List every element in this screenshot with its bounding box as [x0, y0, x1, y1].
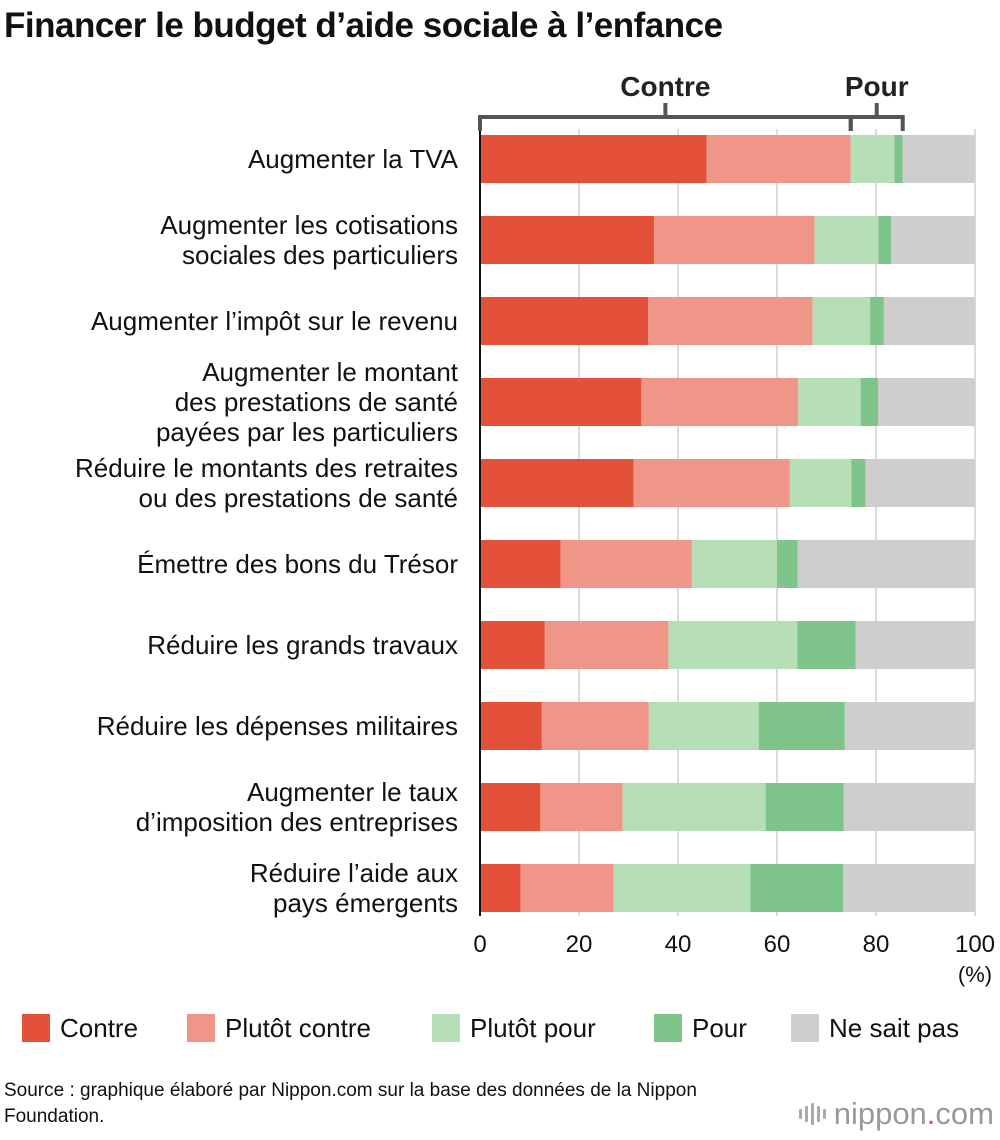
category-label: Augmenter la TVA — [248, 144, 459, 174]
category-label: d’imposition des entreprises — [136, 807, 458, 837]
x-tick-label: 80 — [863, 931, 890, 958]
bar-segment — [765, 783, 844, 831]
bar-segment — [777, 540, 798, 588]
bar-segment — [560, 540, 692, 588]
bar-segment — [798, 378, 861, 426]
category-label: payées par les particuliers — [156, 417, 458, 447]
category-label: pays émergents — [273, 888, 458, 918]
bar-segment — [797, 621, 856, 669]
category-label: sociales des particuliers — [182, 240, 458, 270]
bar-segment — [758, 702, 845, 750]
category-label: Réduire les grands travaux — [147, 630, 458, 660]
bar-segment — [855, 621, 975, 669]
legend-swatch — [791, 1014, 819, 1042]
bar-segment — [902, 135, 975, 183]
bar-segment — [480, 702, 542, 750]
bar-segment — [750, 864, 844, 912]
bar-segment — [480, 783, 541, 831]
logo-tld: com — [935, 1096, 994, 1131]
x-tick-label: 60 — [764, 931, 791, 958]
nippon-logo[interactable]: nippon. com — [798, 1096, 994, 1132]
category-label: Réduire les dépenses militaires — [97, 711, 458, 741]
bar-segment — [860, 378, 878, 426]
bar-segment — [843, 864, 975, 912]
bar-segment — [706, 135, 851, 183]
bar-segment — [480, 621, 545, 669]
bar-segment — [654, 216, 815, 264]
bar-segment — [480, 216, 655, 264]
bar-segment — [633, 459, 790, 507]
bar-segment — [883, 297, 975, 345]
bar-segment — [789, 459, 852, 507]
legend-label: Contre — [60, 1013, 138, 1043]
bar-segment — [613, 864, 751, 912]
bar-segment — [648, 297, 813, 345]
x-tick-label: 40 — [665, 931, 692, 958]
x-tick-label: 100 — [955, 931, 995, 958]
bar-segment — [480, 459, 634, 507]
bar-segment — [894, 135, 903, 183]
pour-bracket — [848, 115, 905, 131]
stacked-bar-chart: Augmenter la TVA Augmenter les cotisation… — [22, 71, 995, 1043]
legend-swatch — [22, 1014, 50, 1042]
category-label: ou des prestations de santé — [139, 483, 458, 513]
contre-bracket — [478, 115, 853, 131]
bar-segment — [480, 297, 649, 345]
category-label: Augmenter les cotisations — [160, 210, 458, 240]
bar-segment — [520, 864, 614, 912]
bar-segment — [480, 864, 521, 912]
legend-swatch — [432, 1014, 460, 1042]
logo-dot: . — [926, 1096, 936, 1131]
contre-bracket-label: Contre — [620, 71, 710, 102]
category-label: Réduire le montants des retraites — [75, 453, 458, 483]
bar-segment — [480, 135, 707, 183]
bar-segment — [668, 621, 798, 669]
pour-bracket-label: Pour — [845, 71, 909, 102]
bar-segment — [622, 783, 766, 831]
logo-name: nippon — [833, 1096, 927, 1131]
bar-segment — [843, 783, 975, 831]
bar-segment — [891, 216, 975, 264]
bar-segment — [544, 621, 669, 669]
category-label: Augmenter l’impôt sur le revenu — [91, 306, 458, 336]
legend-swatch — [654, 1014, 682, 1042]
category-label: Augmenter le montant — [202, 357, 459, 387]
bar-segment — [812, 297, 871, 345]
bar-segment — [691, 540, 777, 588]
x-axis-label: (%) — [958, 962, 992, 987]
bar-segment — [851, 459, 866, 507]
x-tick-label: 0 — [473, 931, 486, 958]
category-label: des prestations de santé — [175, 387, 458, 417]
legend-label: Ne sait pas — [829, 1013, 959, 1043]
category-label: Réduire l’aide aux — [250, 858, 458, 888]
bar-segment — [641, 378, 799, 426]
bar-segment — [480, 540, 561, 588]
x-tick-label: 20 — [566, 931, 593, 958]
category-label: Augmenter le taux — [247, 777, 458, 807]
bar-segment — [878, 216, 892, 264]
bar-segment — [844, 702, 975, 750]
legend-swatch — [187, 1014, 215, 1042]
bar-segment — [797, 540, 975, 588]
nippon-logo-mark-icon — [798, 1103, 826, 1125]
bar-segment — [480, 378, 642, 426]
chart-title: Financer le budget d’aide sociale à l’en… — [4, 6, 723, 45]
bar-segment — [540, 783, 623, 831]
bar-segment — [541, 702, 649, 750]
legend-label: Pour — [692, 1013, 747, 1043]
bar-segment — [877, 378, 975, 426]
legend-label: Plutôt pour — [470, 1013, 596, 1043]
bar-segment — [648, 702, 759, 750]
bar-segment — [865, 459, 975, 507]
source-note: Source : graphique élaboré par Nippon.co… — [4, 1080, 697, 1127]
category-label: Émettre des bons du Trésor — [137, 549, 458, 579]
bar-segment — [850, 135, 895, 183]
bar-segment — [870, 297, 884, 345]
legend-label: Plutôt contre — [225, 1013, 371, 1043]
bar-segment — [814, 216, 879, 264]
